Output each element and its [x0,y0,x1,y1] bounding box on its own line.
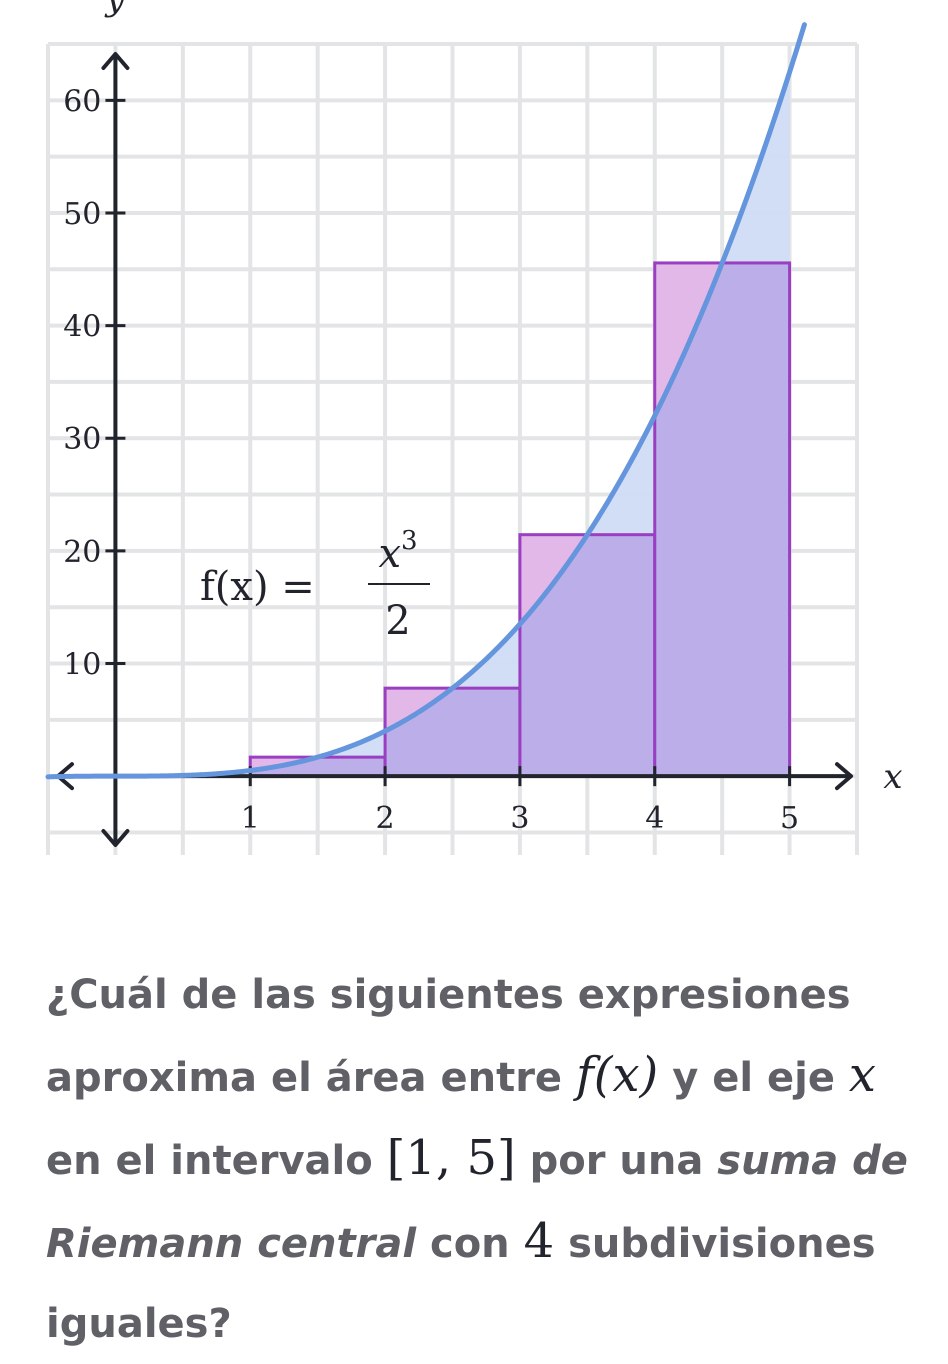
function-curve-group [45,22,807,780]
y-tick-label: 30 [63,422,101,457]
question-part-1: ¿Cuál de las siguientes expresiones apro… [46,972,851,1101]
math-interval: [1, 5] [386,1130,516,1186]
math-fx-text: f(x) [575,1047,659,1103]
function-label-lhs: f(x) = [200,564,315,610]
x-axis-arrow-right [835,762,853,791]
question-part-3: en el intervalo [46,1138,387,1184]
math-x-text: x [848,1047,876,1103]
x-tick-label: 5 [780,801,799,836]
y-tick-label: 10 [63,648,101,683]
riemann-rectangle-overshoot-4 [654,262,790,416]
function-label-exponent: 3 [401,526,418,556]
question-part-2: y el eje [658,1055,849,1101]
function-label-numerator-var: x [378,531,401,577]
y-tick-label: 20 [63,535,101,570]
question-emphasis: suma de Riemann central [46,1138,908,1267]
question-part-4: por una [515,1138,718,1184]
x-tick-label: 4 [645,801,664,836]
function-label-denominator: 2 [385,598,410,644]
riemann-rectangle-overshoot-3 [519,534,655,625]
x-tick-label: 1 [241,801,260,836]
math-fx: f(x) [576,1047,658,1103]
question-part-5: con [416,1221,524,1267]
question-text: ¿Cuál de las siguientes expresiones apro… [46,955,926,1364]
math-n: 4 [523,1213,555,1269]
y-tick-label: 40 [63,310,101,345]
y-axis-arrow-up [101,52,130,70]
x-tick-label: 2 [376,801,395,836]
y-axis-label: y [104,0,126,19]
riemann-rectangles [248,261,792,778]
function-curve [45,22,807,780]
y-tick-label: 60 [63,84,101,119]
math-x: x [849,1047,876,1103]
y-tick-label: 50 [63,197,101,232]
axis-labels: xy [104,0,903,797]
riemann-rectangle-overshoot-1 [250,757,386,771]
riemann-rectangle-overshoot-2 [385,688,520,732]
ticks: 1 2 3 4 5 10 20 30 40 50 60 [63,84,799,836]
y-axis-arrow-down [101,829,130,847]
x-axis-label: x [883,757,902,797]
function-label-numerator: x3 [378,526,417,577]
function-label-lhs-text: f(x) = [200,564,315,610]
x-tick-label: 3 [510,801,529,836]
function-label: f(x) = x3 2 [200,526,430,644]
